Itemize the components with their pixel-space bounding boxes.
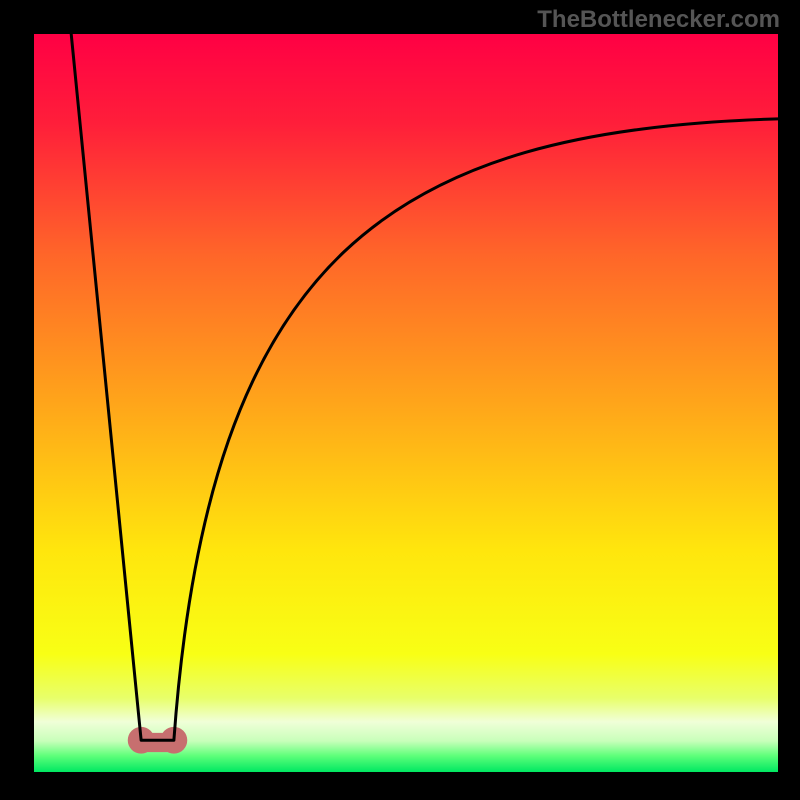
chart-container: TheBottlenecker.com	[0, 0, 800, 800]
plot-area	[34, 34, 778, 772]
plot-svg	[34, 34, 778, 772]
gradient-background	[34, 34, 778, 772]
watermark-text: TheBottlenecker.com	[537, 6, 780, 34]
